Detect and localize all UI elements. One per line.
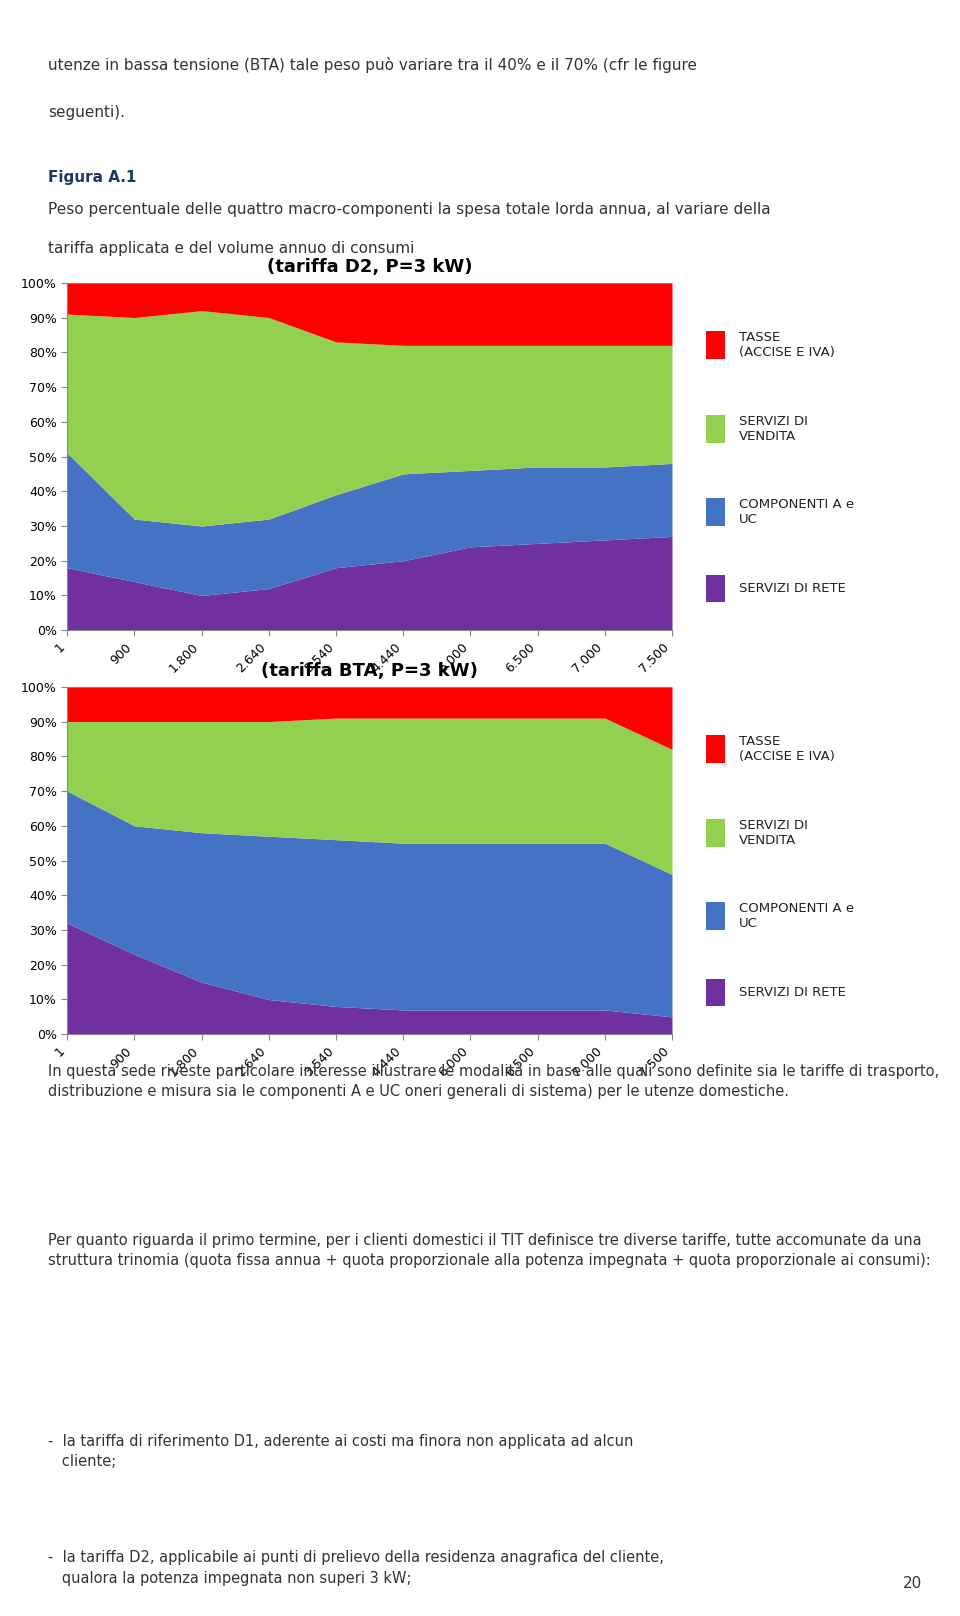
Text: SERVIZI DI RETE: SERVIZI DI RETE (739, 986, 846, 999)
Text: Figura A.1: Figura A.1 (48, 170, 136, 184)
Text: SERVIZI DI
VENDITA: SERVIZI DI VENDITA (739, 415, 808, 443)
Text: SERVIZI DI
VENDITA: SERVIZI DI VENDITA (739, 819, 808, 847)
Text: Peso percentuale delle quattro macro-componenti la spesa totale lorda annua, al : Peso percentuale delle quattro macro-com… (48, 202, 771, 217)
Bar (706, 979, 725, 1007)
Text: TASSE
(ACCISE E IVA): TASSE (ACCISE E IVA) (739, 331, 835, 359)
Text: In questa sede riveste particolare interesse illustrare le modalità in base alle: In questa sede riveste particolare inter… (48, 1063, 939, 1099)
Text: seguenti).: seguenti). (48, 105, 125, 120)
Text: SERVIZI DI RETE: SERVIZI DI RETE (739, 582, 846, 595)
Text: 20: 20 (903, 1576, 923, 1592)
Text: Per quanto riguarda il primo termine, per i clienti domestici il TIT definisce t: Per quanto riguarda il primo termine, pe… (48, 1233, 931, 1269)
Bar (706, 575, 725, 603)
Text: -  la tariffa di riferimento D1, aderente ai costi ma finora non applicata ad al: - la tariffa di riferimento D1, aderente… (48, 1433, 634, 1469)
Bar (706, 735, 725, 763)
Title: (tariffa BTA, P=3 kW): (tariffa BTA, P=3 kW) (261, 661, 478, 680)
Text: COMPONENTI A e
UC: COMPONENTI A e UC (739, 902, 854, 931)
Bar (706, 498, 725, 527)
Title: (tariffa D2, P=3 kW): (tariffa D2, P=3 kW) (267, 257, 472, 276)
Text: -  la tariffa D2, applicabile ai punti di prelievo della residenza anagrafica de: - la tariffa D2, applicabile ai punti di… (48, 1550, 664, 1585)
Text: TASSE
(ACCISE E IVA): TASSE (ACCISE E IVA) (739, 735, 835, 763)
Text: utenze in bassa tensione (BTA) tale peso può variare tra il 40% e il 70% (cfr le: utenze in bassa tensione (BTA) tale peso… (48, 57, 697, 73)
Bar (706, 415, 725, 443)
Text: COMPONENTI A e
UC: COMPONENTI A e UC (739, 498, 854, 527)
Bar (706, 902, 725, 931)
Bar (706, 819, 725, 847)
Text: tariffa applicata e del volume annuo di consumi: tariffa applicata e del volume annuo di … (48, 241, 415, 255)
Bar (706, 331, 725, 359)
